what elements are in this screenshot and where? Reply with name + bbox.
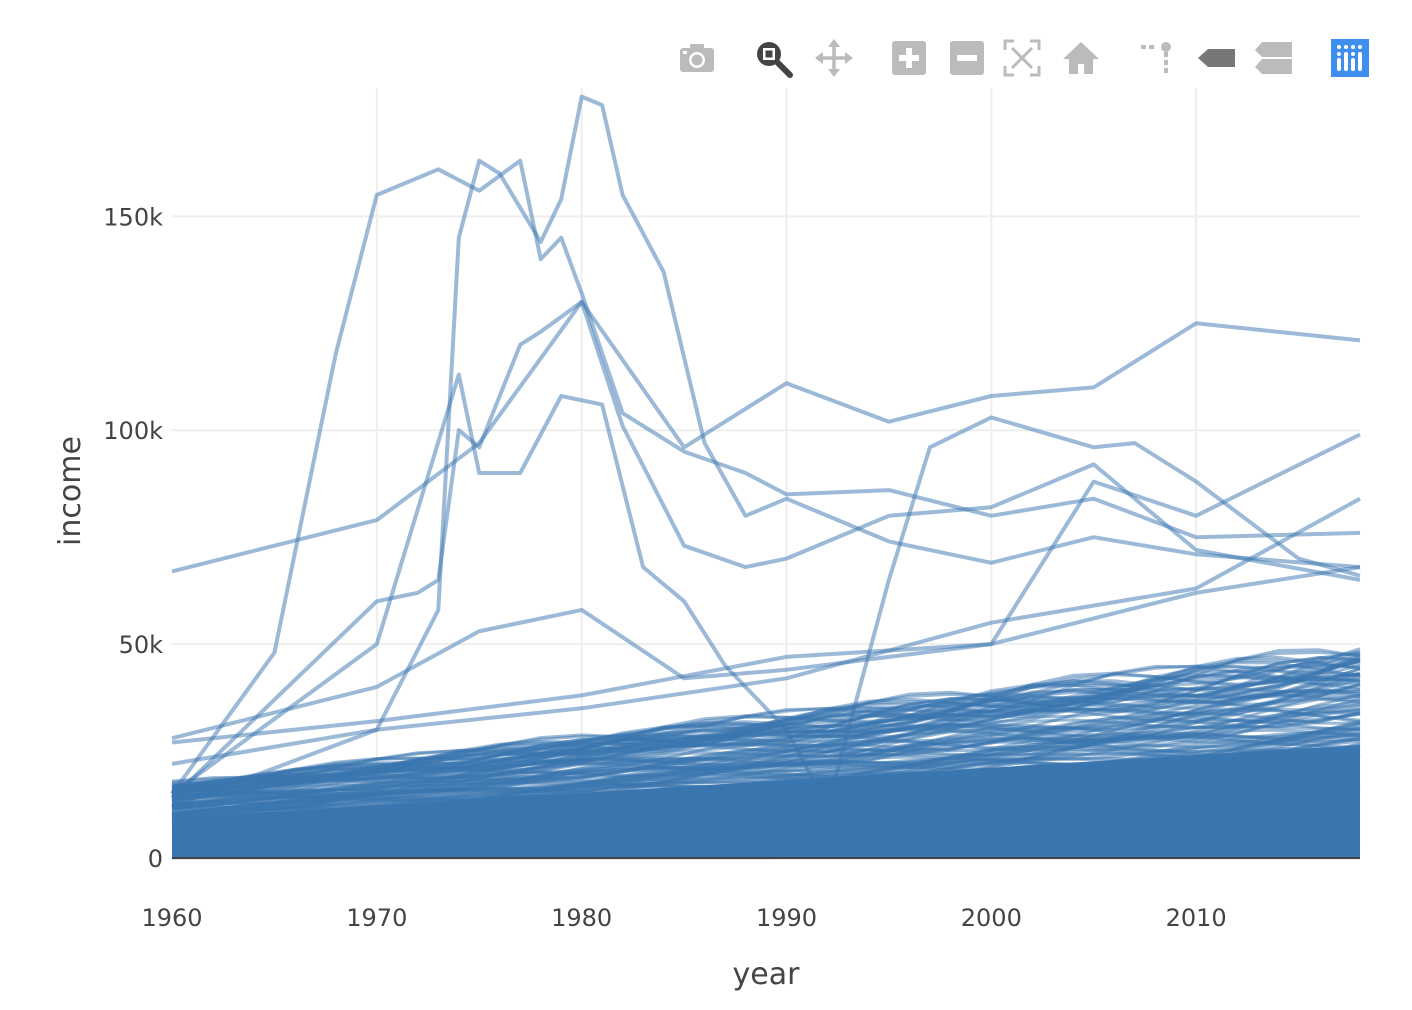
background-series-line [171,727,1361,815]
x-tick-label: 1970 [346,904,407,932]
x-tick-labels: 1960 1970 1980 1990 2000 2010 [141,904,1226,932]
spikelines-icon [1141,42,1171,73]
background-series-line [172,854,1361,859]
zoom-out-icon [950,41,984,75]
autoscale-button[interactable] [1000,36,1044,80]
modebar [0,0,1412,90]
background-series-line [171,727,1361,819]
home-icon [1063,42,1099,74]
series-line[interactable] [171,94,1361,809]
zoom-out-button[interactable] [945,36,989,80]
y-tick-label: 50k [119,631,164,659]
background-series-line [171,809,1361,843]
background-series-line [171,777,1361,834]
x-tick-label: 1990 [756,904,817,932]
background-series-line [171,731,1361,816]
series-line[interactable] [171,565,1361,745]
background-series-line [171,753,1361,828]
background-series-line [171,699,1361,805]
pan-icon [815,39,853,77]
y-tick-label: 0 [148,845,163,873]
series-line[interactable] [170,299,1361,800]
hover-closest-icon [1198,49,1235,67]
grid [172,88,1360,858]
camera-icon [680,44,714,72]
x-tick-label: 2010 [1166,904,1227,932]
hover-closest-button[interactable] [1194,36,1238,80]
background-series-line [171,693,1361,800]
series-line[interactable] [171,432,1361,741]
background-series-line [171,847,1361,857]
series-line[interactable] [170,372,1361,809]
background-series-line [171,835,1361,852]
y-tick-label: 150k [103,203,163,231]
x-tick-label: 1980 [551,904,612,932]
zoom-button[interactable] [751,36,795,80]
background-series-line [171,763,1361,826]
pan-button[interactable] [812,36,856,80]
background-series-line [171,792,1361,837]
y-tick-labels: 0 50k 100k 150k [103,203,163,873]
zoom-in-icon [892,41,926,75]
series-lines[interactable] [170,94,1361,809]
background-series-line [171,798,1360,839]
plotly-logo-icon [1331,39,1369,77]
background-series-line [171,820,1361,847]
spikelines-button[interactable] [1135,36,1179,80]
zoom-in-button[interactable] [887,36,931,80]
background-series-line [171,655,1361,795]
background-series-line [171,669,1361,793]
x-tick-label: 2000 [961,904,1022,932]
zoom-icon [757,42,793,78]
background-series-line [171,833,1361,852]
series-line[interactable] [171,496,1361,766]
dense-series-band [171,647,1361,860]
y-tick-label: 100k [103,417,163,445]
x-axis-title: year [733,957,801,992]
home-button[interactable] [1059,36,1103,80]
hover-compare-button[interactable] [1251,36,1295,80]
autoscale-icon [1003,39,1041,77]
background-series-line [171,648,1361,783]
x-tick-label: 1960 [141,904,202,932]
series-line[interactable] [170,158,1361,795]
plotly-logo-button[interactable] [1328,36,1372,80]
y-axis-title: income [53,436,88,546]
camera-button[interactable] [675,36,719,80]
hover-compare-icon [1255,42,1292,74]
background-series-line [171,677,1361,794]
